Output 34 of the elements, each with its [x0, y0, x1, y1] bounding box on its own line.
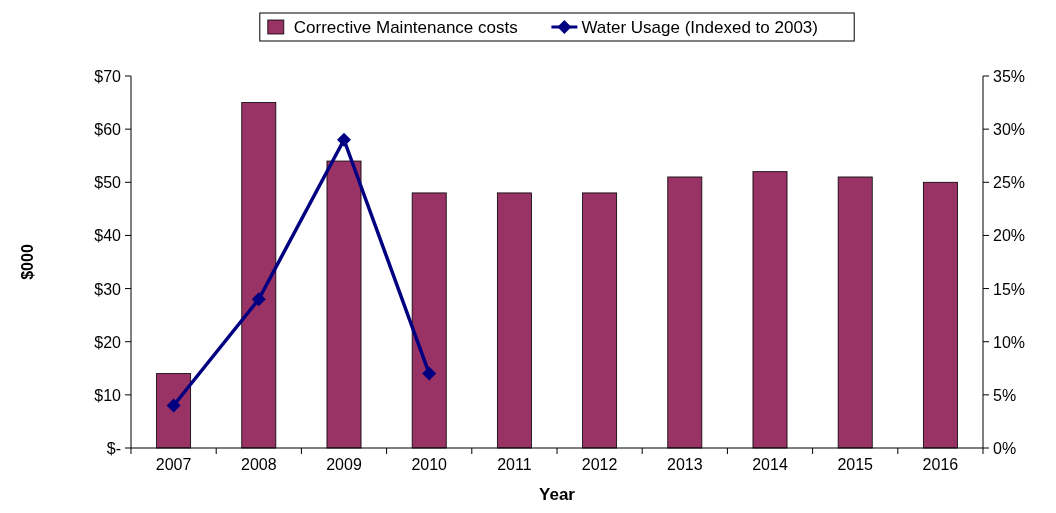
- y-tick-label: $30: [94, 280, 122, 298]
- y-tick-label: $50: [94, 174, 122, 192]
- legend-label: Corrective Maintenance costs: [293, 18, 518, 37]
- y2-tick-label: 10%: [993, 333, 1026, 351]
- y2-tick-label: 5%: [993, 386, 1017, 404]
- point: [337, 132, 351, 147]
- x-tick-label: 2015: [837, 456, 874, 473]
- y2-tick-label: 30%: [993, 121, 1026, 139]
- x-tick-label: 2013: [667, 456, 703, 473]
- y-axis-title: $000: [19, 244, 36, 280]
- y2-tick-label: 15%: [993, 280, 1026, 298]
- x-tick-label: 2012: [581, 456, 618, 473]
- x-tick-label: 2011: [497, 456, 532, 473]
- y2-tick-label: 0%: [993, 440, 1017, 457]
- point: [422, 366, 437, 381]
- y-tick-label: $10: [94, 386, 122, 404]
- x-tick-label: 2008: [241, 456, 277, 473]
- x-axis-title: Year: [539, 485, 576, 504]
- y-tick-label: $20: [94, 333, 122, 351]
- point: [166, 398, 181, 413]
- x-tick-label: 2010: [411, 456, 448, 473]
- y2-tick-label: 35%: [993, 68, 1026, 85]
- x-tick-label: 2009: [326, 456, 362, 473]
- x-tick-label: 2007: [155, 456, 192, 473]
- y-tick-label: $40: [94, 227, 122, 245]
- x-tick-label: 2014: [752, 456, 788, 473]
- y-tick-label: $60: [94, 121, 122, 139]
- x-tick-label: 2016: [922, 456, 959, 473]
- point: [251, 292, 266, 307]
- y2-tick-label: 25%: [993, 174, 1026, 192]
- y2-tick-label: 20%: [993, 227, 1026, 245]
- y-tick-label: $-: [106, 440, 121, 457]
- y-tick-label: $70: [94, 68, 122, 85]
- legend-label: Water Usage (Indexed to 2003): [581, 18, 818, 37]
